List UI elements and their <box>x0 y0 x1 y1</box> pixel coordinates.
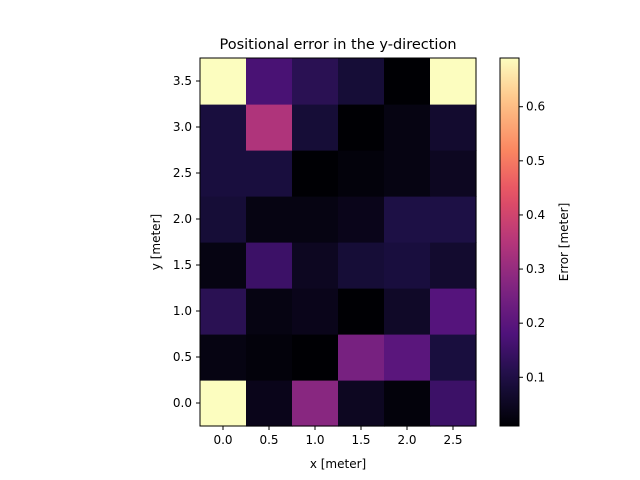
heatmap-cell <box>292 288 339 335</box>
heatmap-cell <box>292 380 339 427</box>
plot-frame <box>199 57 477 427</box>
heatmap-cell <box>384 196 431 243</box>
y-tick-label: 2.5 <box>173 166 192 180</box>
y-tick-label: 0.0 <box>173 396 192 410</box>
heatmap-cells <box>200 58 477 427</box>
heatmap-cell <box>292 104 339 151</box>
x-tick-label: 2.5 <box>443 433 462 447</box>
x-tick-label: 0.0 <box>213 433 232 447</box>
y-tick-label: 3.5 <box>173 74 192 88</box>
colorbar-tick-label: 0.5 <box>526 154 545 168</box>
colorbar-tick-label: 0.1 <box>526 370 545 384</box>
heatmap-cell <box>430 242 477 289</box>
heatmap-cell <box>430 196 477 243</box>
x-tick-label: 1.5 <box>351 433 370 447</box>
x-axis-label: x [meter] <box>310 457 366 471</box>
heatmap-cell <box>338 242 385 289</box>
heatmap-cell <box>430 380 477 427</box>
x-axis-ticks: 0.0 0.5 1.0 1.5 2.0 2.5 <box>213 426 463 447</box>
heatmap-cell <box>430 58 477 105</box>
heatmap-cell <box>384 58 431 105</box>
heatmap-cell <box>338 104 385 151</box>
heatmap-cell <box>246 104 293 151</box>
heatmap-cell <box>338 380 385 427</box>
heatmap-cell <box>246 334 293 381</box>
heatmap-cell <box>200 288 247 335</box>
y-tick-label: 0.5 <box>173 350 192 364</box>
heatmap-cell <box>292 196 339 243</box>
x-tick-label: 0.5 <box>259 433 278 447</box>
heatmap-cell <box>384 104 431 151</box>
heatmap-cell <box>200 58 247 105</box>
heatmap-cell <box>246 150 293 197</box>
y-axis-ticks: 0.0 0.5 1.0 1.5 2.0 2.5 3.0 3.5 <box>173 74 200 410</box>
heatmap-cell <box>338 334 385 381</box>
heatmap-cell <box>292 58 339 105</box>
heatmap-cell <box>200 196 247 243</box>
heatmap-cell <box>292 150 339 197</box>
x-tick-label: 2.0 <box>397 433 416 447</box>
y-tick-label: 3.0 <box>173 120 192 134</box>
y-tick-label: 1.5 <box>173 258 192 272</box>
heatmap-cell <box>338 196 385 243</box>
heatmap-cell <box>338 288 385 335</box>
colorbar-label: Error [meter] <box>557 203 571 282</box>
heatmap-cell <box>430 288 477 335</box>
heatmap-cell <box>384 288 431 335</box>
heatmap-cell <box>384 334 431 381</box>
colorbar-ticks: 0.1 0.2 0.3 0.4 0.5 0.6 <box>519 100 545 384</box>
heatmap-cell <box>384 242 431 289</box>
heatmap-cell <box>430 104 477 151</box>
heatmap-cell <box>430 150 477 197</box>
colorbar-tick-label: 0.4 <box>526 208 545 222</box>
x-tick-label: 1.0 <box>305 433 324 447</box>
colorbar-tick-label: 0.6 <box>526 100 545 114</box>
colorbar-tick-label: 0.3 <box>526 262 545 276</box>
heatmap-cell <box>200 150 247 197</box>
heatmap-cell <box>292 334 339 381</box>
heatmap-cell <box>384 380 431 427</box>
heatmap-cell <box>338 58 385 105</box>
chart-title: Positional error in the y-direction <box>219 37 456 53</box>
heatmap-cell <box>384 150 431 197</box>
y-tick-label: 1.0 <box>173 304 192 318</box>
colorbar <box>499 57 520 427</box>
heatmap-cell <box>430 334 477 381</box>
heatmap-cell <box>246 196 293 243</box>
y-axis-label: y [meter] <box>149 214 163 270</box>
heatmap-cell <box>200 380 247 427</box>
heatmap-cell <box>200 242 247 289</box>
heatmap-cell <box>200 104 247 151</box>
y-tick-label: 2.0 <box>173 212 192 226</box>
heatmap-cell <box>338 150 385 197</box>
heatmap-cell <box>246 380 293 427</box>
heatmap-cell <box>246 288 293 335</box>
heatmap-cell <box>200 334 247 381</box>
colorbar-tick-label: 0.2 <box>526 316 545 330</box>
heatmap-cell <box>246 58 293 105</box>
heatmap-cell <box>246 242 293 289</box>
heatmap-cell <box>292 242 339 289</box>
